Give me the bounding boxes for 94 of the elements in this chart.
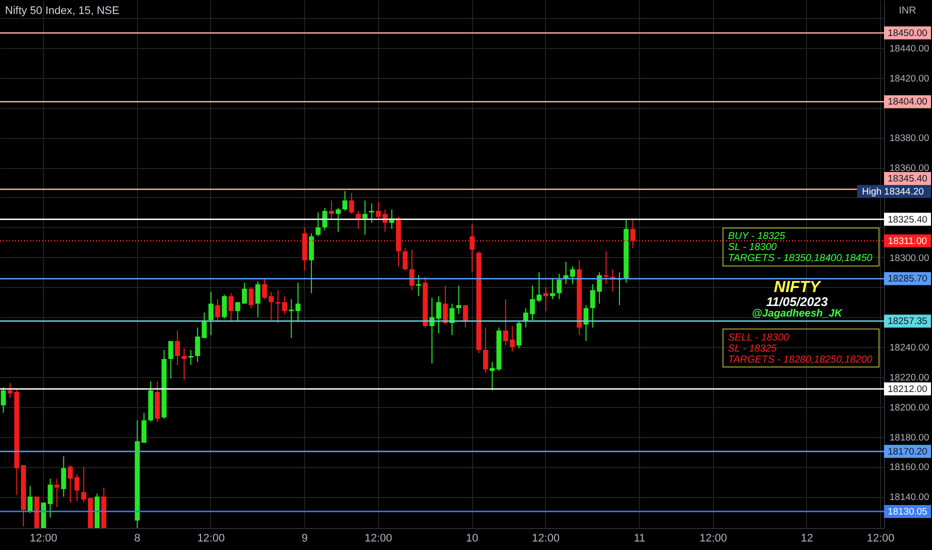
candlestick [54, 478, 60, 508]
annotation: 11/05/2023 [766, 295, 828, 309]
candlestick [416, 274, 422, 297]
x-tick-label: 12:00 [866, 532, 894, 544]
y-tick-label: 18440.00 [890, 43, 930, 54]
ref-line-label: 18257.35 [888, 316, 928, 328]
y-tick-label: 18360.00 [890, 163, 930, 174]
y-tick-label: 18420.00 [890, 73, 930, 84]
x-tick-label: 12:00 [364, 532, 392, 544]
candlestick [409, 249, 414, 291]
annotation: NIFTY [774, 279, 822, 296]
candlestick [556, 273, 562, 300]
candlestick [208, 291, 214, 336]
candlestick [174, 330, 180, 366]
candlestick [362, 200, 368, 236]
annotation: SL - 18325 [728, 344, 778, 354]
y-tick-label: 18220.00 [890, 372, 930, 384]
candlestick [456, 285, 462, 315]
ref-line-label: 18170.20 [888, 446, 928, 458]
candlestick [182, 348, 187, 380]
annotation: High 18344.20 [862, 186, 924, 198]
candlestick [583, 304, 588, 342]
candlestick [462, 304, 468, 328]
ref-line-label: 18311.00 [888, 236, 927, 247]
x-tick-label: 10 [466, 532, 478, 544]
candlestick [316, 212, 321, 237]
x-tick-label: 8 [134, 532, 140, 544]
candlestick [215, 298, 220, 322]
annotation: TARGETS - 18280,18250,18200 [728, 354, 873, 366]
ref-line-label: 18404.00 [888, 96, 928, 108]
x-tick-label: 12 [800, 532, 814, 544]
candlestick [349, 192, 354, 214]
ref-line-label: 18345.40 [888, 174, 928, 184]
y-tick-label: 18180.00 [890, 432, 930, 444]
candlestick [61, 456, 66, 498]
x-tick-label: 11 [634, 532, 646, 544]
candlestick [543, 286, 548, 312]
candlestick [195, 327, 200, 362]
y-tick-label: 18300.00 [890, 252, 930, 264]
ref-line-label: 18130.05 [888, 506, 928, 518]
x-tick-label: 12:00 [30, 532, 58, 544]
chart-title: Nifty 50 Index, 15, NSE [5, 5, 120, 17]
candlestick [222, 294, 227, 320]
candlestick [242, 282, 247, 304]
candlestick [336, 207, 341, 232]
candlestick [322, 207, 328, 231]
candlestick [604, 250, 609, 285]
ref-line-label: 18212.00 [888, 384, 928, 395]
candlestick [450, 303, 455, 336]
x-tick-label: 12:00 [532, 532, 560, 544]
candlestick [490, 361, 495, 391]
candlestick [81, 466, 86, 504]
y-axis-title: INR [898, 6, 916, 16]
candlestick [596, 272, 602, 304]
x-tick-label: 9 [302, 532, 308, 544]
annotation: @Jagadheesh_JK [752, 308, 844, 320]
candlestick [248, 286, 254, 309]
candlestick [202, 312, 207, 339]
candlestick [228, 292, 234, 322]
ref-line-label: 18450.00 [888, 28, 928, 39]
candlestick [402, 248, 408, 272]
candlestick [342, 190, 348, 212]
candlestick [188, 350, 194, 366]
candlestick [590, 284, 596, 328]
candlestick [442, 285, 448, 326]
candlestick [255, 280, 260, 318]
annotation: SL - 18300 [728, 242, 778, 253]
ref-line-label: 18285.70 [888, 274, 928, 285]
x-tick-label: 12:00 [197, 532, 225, 544]
y-tick-label: 18380.00 [890, 133, 930, 144]
candlestick [630, 218, 636, 249]
candlestick [168, 340, 174, 379]
y-tick-label: 18140.00 [890, 492, 930, 504]
ref-line-label: 18325.40 [888, 214, 928, 226]
annotation: TARGETS - 18350,18400,18450 [728, 253, 873, 264]
y-tick-label: 18240.00 [890, 342, 930, 354]
candlestick [235, 302, 240, 322]
x-tick-label: 12:00 [699, 532, 727, 544]
candlestick [516, 321, 522, 350]
candlestick [503, 298, 508, 346]
candlestick [356, 210, 361, 230]
candlestick [0, 386, 6, 414]
candlestick [28, 486, 33, 514]
candlestick [510, 326, 515, 352]
candlestick [470, 224, 475, 273]
y-tick-label: 18160.00 [890, 462, 930, 474]
candlestick [308, 232, 314, 294]
candlestick [550, 278, 555, 300]
candlestick [483, 327, 488, 373]
y-tick-label: 18200.00 [890, 402, 930, 414]
annotation: SELL - 18300 [728, 332, 790, 344]
annotation: BUY - 18325 [728, 231, 786, 242]
candlestick [369, 202, 374, 224]
candlestick [329, 200, 334, 219]
